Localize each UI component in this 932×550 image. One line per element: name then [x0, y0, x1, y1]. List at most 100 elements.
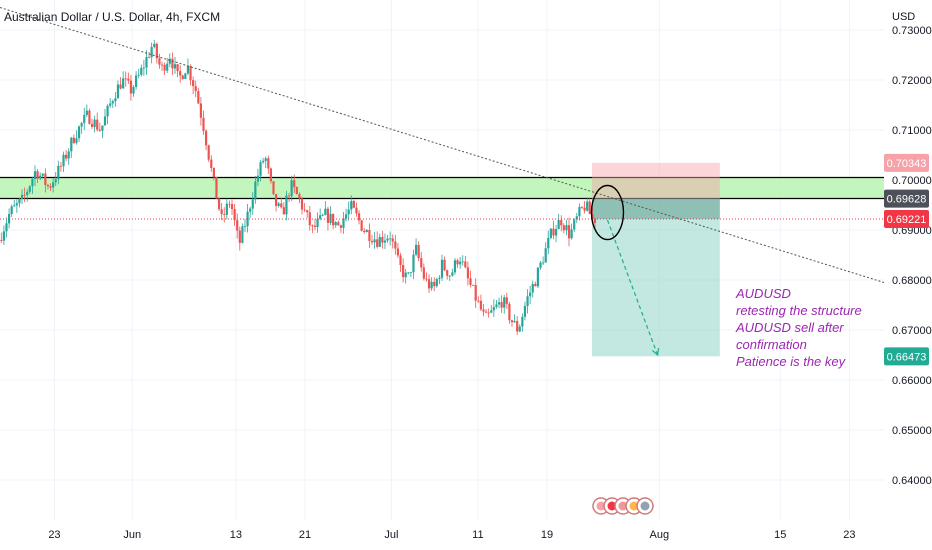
candle-body — [192, 80, 195, 87]
candle-body — [287, 195, 291, 197]
candle-body — [357, 213, 361, 221]
x-tick-label: 21 — [299, 529, 311, 541]
candle-body — [549, 228, 552, 238]
candle-body — [295, 187, 298, 195]
candle-body — [591, 214, 594, 219]
candle-body — [293, 180, 296, 188]
candle-body — [586, 201, 589, 211]
candle-body — [321, 214, 324, 216]
candle-body — [565, 225, 568, 231]
candle-body — [430, 281, 433, 289]
candle-body — [373, 239, 376, 243]
candle-body — [425, 278, 428, 280]
candle-body — [316, 218, 319, 227]
candle-body — [59, 165, 63, 167]
y-tick-label: 0.64000 — [892, 475, 932, 487]
candle-body — [80, 123, 83, 127]
candle-body — [168, 58, 171, 64]
annotation-line: AUDUSD — [735, 286, 791, 301]
candle-body — [539, 262, 542, 268]
candle-body — [472, 284, 475, 286]
candle-body — [18, 199, 21, 204]
candle-body — [562, 225, 565, 231]
event-icon-flag — [629, 501, 639, 511]
projection-arrow[interactable] — [606, 219, 659, 356]
candle-body — [588, 201, 591, 215]
candle-body — [114, 98, 117, 102]
candle-body — [85, 110, 88, 115]
candle-body — [469, 278, 472, 285]
candle-body — [461, 261, 464, 263]
candle-body — [176, 64, 179, 72]
candle-body — [212, 167, 215, 178]
candle-body — [360, 220, 363, 231]
candle-body — [376, 239, 379, 247]
candle-body — [44, 173, 47, 186]
candle-body — [484, 311, 488, 313]
price-tag — [884, 153, 929, 172]
candle-body — [101, 125, 104, 131]
candle-body — [158, 58, 161, 65]
candle-body — [36, 171, 39, 179]
event-icons[interactable] — [592, 497, 654, 515]
candle-body — [230, 204, 234, 210]
event-icon-flag — [618, 501, 628, 511]
candle-body — [495, 304, 498, 308]
candle-body — [163, 64, 166, 71]
chart-title: Australian Dollar / U.S. Dollar, 4h, FXC… — [4, 10, 220, 24]
candle-body — [33, 171, 37, 180]
candle-body — [536, 267, 540, 287]
candle-body — [451, 272, 454, 276]
take-profit-area[interactable] — [591, 218, 720, 357]
x-tick-label: 11 — [472, 529, 483, 541]
candle-body — [303, 209, 306, 211]
candle-body — [106, 105, 109, 117]
support-resistance-zone[interactable] — [0, 177, 884, 199]
x-tick-label: Jul — [384, 529, 398, 541]
candle-body — [487, 312, 490, 314]
candle-body — [427, 279, 431, 289]
candle-body — [77, 126, 81, 139]
candle-body — [344, 214, 348, 219]
candle-body — [363, 230, 366, 233]
candle-body — [329, 213, 332, 223]
candle-body — [560, 220, 563, 226]
y-tick-label: 0.65000 — [892, 425, 932, 437]
candle-body — [332, 213, 335, 226]
candle-body — [337, 222, 340, 226]
candle-body — [5, 223, 8, 232]
candle-body — [407, 272, 410, 274]
candle-body — [256, 175, 260, 182]
x-tick-label: 23 — [843, 529, 855, 541]
candle-body — [474, 285, 477, 301]
candle-body — [215, 177, 218, 199]
candle-body — [573, 219, 576, 230]
event-icon-flag — [596, 501, 606, 511]
candle-body — [365, 230, 368, 233]
candle-body — [147, 57, 151, 58]
y-tick-label: 0.73000 — [892, 25, 932, 37]
candle-body — [446, 270, 449, 276]
candle-body — [124, 78, 127, 80]
candle-body — [583, 207, 586, 211]
candle-body — [225, 203, 228, 215]
candle-body — [383, 240, 387, 243]
candle-body — [368, 230, 371, 241]
annotation-line: AUDUSD sell after — [735, 320, 844, 335]
candle-body — [49, 186, 52, 188]
candle-body — [179, 71, 182, 76]
text-annotation[interactable]: AUDUSD retesting the structure AUDUSD sell… — [735, 286, 862, 369]
position-fill-area — [591, 198, 720, 219]
candle-body — [90, 123, 94, 127]
candle-body — [103, 116, 107, 126]
candle-body — [526, 296, 529, 306]
candle-body — [464, 261, 467, 268]
candle-body — [479, 300, 482, 310]
candle-body — [249, 208, 252, 212]
highlight-circle[interactable] — [590, 184, 625, 241]
candle-body — [88, 110, 91, 124]
candle-body — [204, 130, 208, 146]
x-axis-ticks: 23 Jun 13 21 Jul 11 19 Aug 15 23 — [48, 529, 855, 541]
candle-body — [109, 103, 112, 106]
